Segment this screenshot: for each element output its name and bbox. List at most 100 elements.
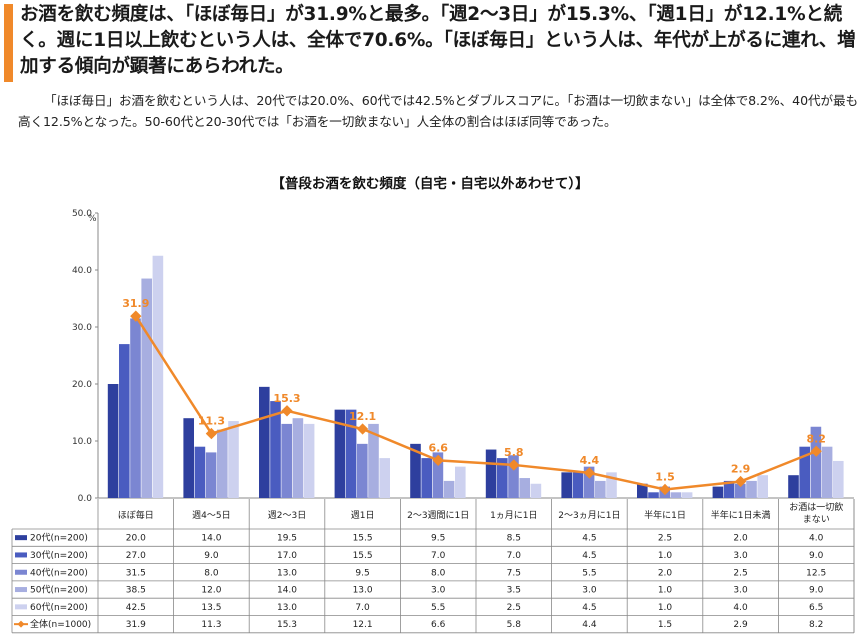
table-cell: 8.2: [809, 620, 823, 630]
total-marker: [281, 405, 293, 417]
bar-20s: [485, 449, 497, 498]
table-cell: 3.0: [431, 586, 446, 596]
legend-label: 60代(n=200): [30, 602, 88, 613]
bar-30s: [497, 458, 508, 498]
table-cell: 4.4: [582, 620, 597, 630]
total-marker: [432, 454, 444, 467]
legend-label: 20代(n=200): [30, 533, 88, 544]
total-marker: [130, 310, 142, 322]
table-cell: 11.3: [201, 620, 221, 630]
y-tick-label: 0.0: [78, 494, 93, 504]
bar-50s: [746, 480, 757, 498]
table-cell: 2.0: [733, 534, 748, 544]
bar-20s: [183, 418, 194, 498]
category-label: ほぼ毎日: [118, 509, 154, 521]
table-cell: 1.5: [658, 620, 672, 630]
bar-30s: [194, 446, 206, 498]
chart-title: 【普段お酒を飲む頻度（自宅・自宅以外あわせて）】: [271, 175, 588, 192]
total-line: [134, 315, 817, 491]
total-data-label: 11.3: [198, 415, 225, 428]
table-cell: 20.0: [126, 534, 146, 544]
table-cell: 13.0: [277, 603, 297, 613]
bar-60s: [303, 423, 315, 498]
category-label: 週2～3日: [268, 510, 306, 521]
table-cell: 31.9: [126, 620, 146, 630]
bar-40s: [583, 466, 595, 498]
bar-60s: [455, 466, 466, 498]
table-cell: 3.0: [582, 586, 597, 596]
bar-40s: [810, 426, 822, 498]
total-data-label: 4.4: [580, 454, 600, 467]
y-tick-label: 50.0: [72, 209, 92, 219]
category-label: まない: [803, 514, 830, 525]
bar-40s: [735, 483, 746, 498]
bar-50s: [443, 480, 455, 498]
table-cell: 17.0: [277, 551, 297, 561]
total-marker: [205, 427, 218, 440]
table-cell: 9.5: [355, 568, 369, 578]
bar-50s: [670, 492, 682, 498]
table-cell: 31.5: [126, 568, 146, 578]
bar-60s: [606, 472, 617, 498]
table-cell: 3.0: [733, 586, 748, 596]
category-label: 2～3ヵ月に1日: [558, 510, 620, 521]
bar-20s: [637, 483, 648, 498]
table-cell: 12.0: [201, 586, 221, 596]
bar-20s: [334, 409, 346, 498]
bar-20s: [561, 472, 572, 498]
table-cell: 14.0: [201, 534, 221, 544]
total-data-label: 8.2: [806, 432, 826, 445]
table-cell: 2.5: [658, 534, 672, 544]
bar-60s: [152, 255, 164, 498]
total-data-label: 1.5: [655, 470, 675, 483]
total-marker: [734, 475, 747, 488]
table-cell: 38.5: [126, 586, 146, 596]
table-cell: 9.5: [431, 534, 445, 544]
table-cell: 8.0: [204, 568, 219, 578]
legend-label: 全体(n=1000): [30, 618, 91, 630]
table-cell: 12.5: [806, 568, 826, 578]
table-cell: 4.5: [582, 534, 596, 544]
bar-50s: [821, 446, 833, 498]
legend-swatch: [15, 587, 27, 593]
table-cell: 13.0: [353, 586, 373, 596]
bar-40s: [130, 318, 141, 498]
table-cell: 12.1: [353, 620, 373, 630]
table-cell: 27.0: [126, 551, 146, 561]
legend-label: 40代(n=200): [30, 567, 88, 578]
bar-60s: [379, 458, 390, 498]
total-data-label: 31.9: [122, 297, 149, 310]
bar-40s: [432, 452, 444, 498]
bar-60s: [833, 460, 844, 498]
total-data-label: 12.1: [349, 410, 376, 423]
bar-50s: [217, 429, 228, 498]
bar-30s: [270, 401, 281, 498]
legend-swatch: [15, 569, 27, 575]
bar-50s: [141, 278, 152, 498]
table-cell: 5.5: [431, 603, 445, 613]
legend-marker: [17, 620, 25, 628]
table-cell: 9.0: [809, 586, 824, 596]
table-cell: 9.0: [809, 551, 824, 561]
table-cell: 15.3: [277, 620, 297, 630]
bar-40s: [281, 423, 292, 498]
total-data-label: 5.8: [504, 446, 524, 459]
table-cell: 5.5: [582, 568, 596, 578]
bar-50s: [595, 480, 606, 498]
bar-20s: [712, 486, 724, 498]
body-text: 「ほぼ毎日」お酒を飲むという人は、20代では20.0%、60代では42.5%とダ…: [18, 93, 858, 129]
headline-accent-bar: [4, 4, 13, 82]
table-cell: 7.5: [507, 568, 521, 578]
table-cell: 5.8: [507, 620, 522, 630]
table-cell: 3.5: [507, 586, 521, 596]
legend-label: 50代(n=200): [30, 585, 88, 596]
bar-20s: [788, 475, 799, 498]
total-data-label: 15.3: [273, 392, 300, 405]
table-cell: 4.5: [582, 551, 596, 561]
category-label: お酒は一切飲: [789, 501, 843, 513]
bar-50s: [292, 418, 304, 498]
bar-60s: [757, 475, 768, 498]
table-cell: 7.0: [507, 551, 522, 561]
y-tick-label: 30.0: [72, 323, 92, 333]
